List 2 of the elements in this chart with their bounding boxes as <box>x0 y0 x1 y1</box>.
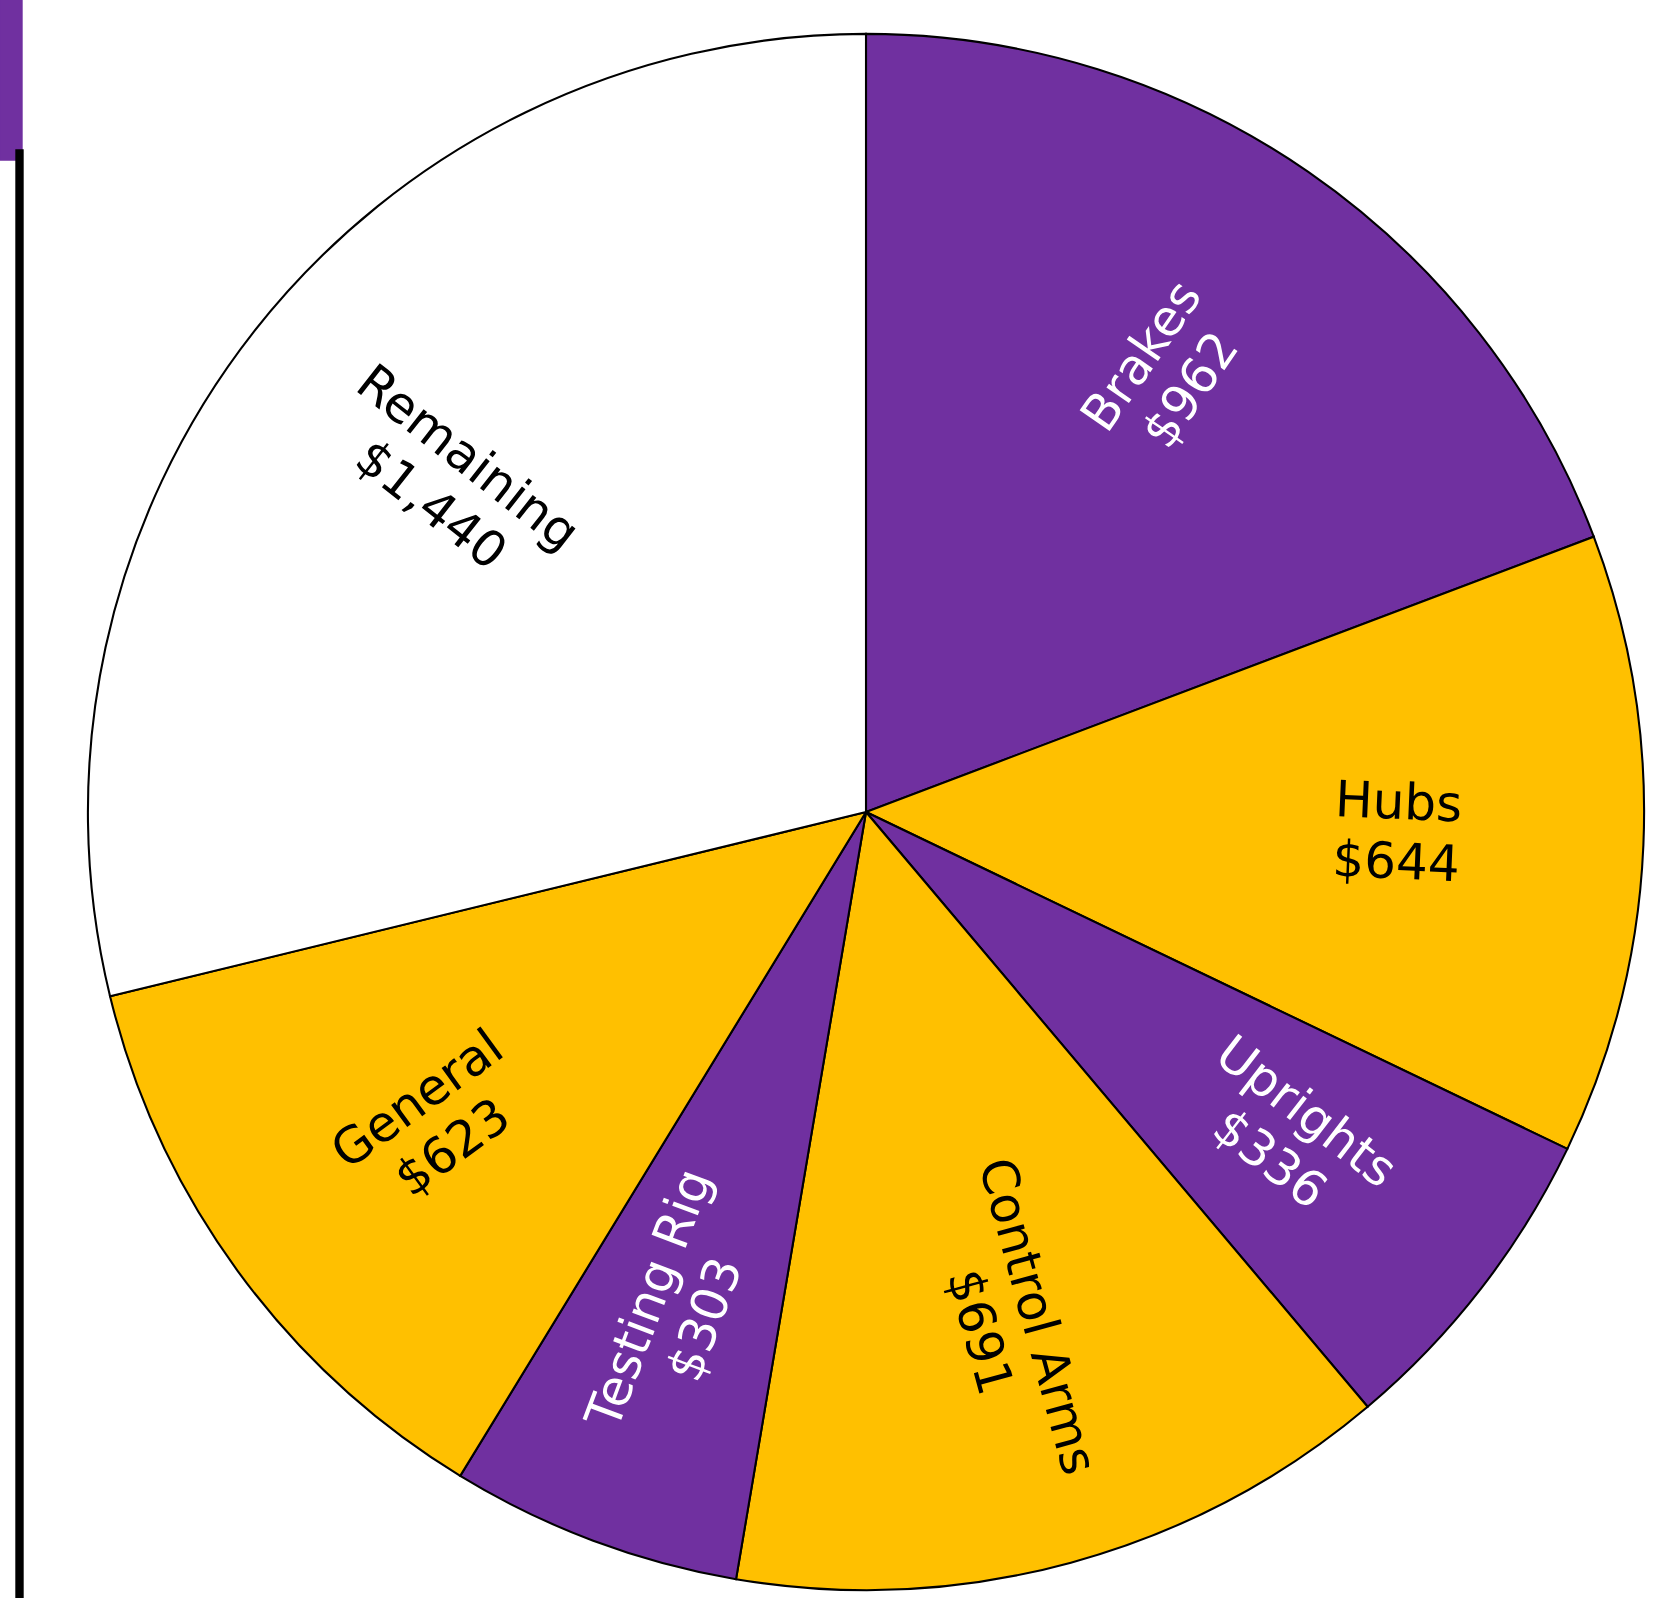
data-label: $644 <box>1335 838 1458 889</box>
slice-label: Hubs <box>1339 778 1461 823</box>
